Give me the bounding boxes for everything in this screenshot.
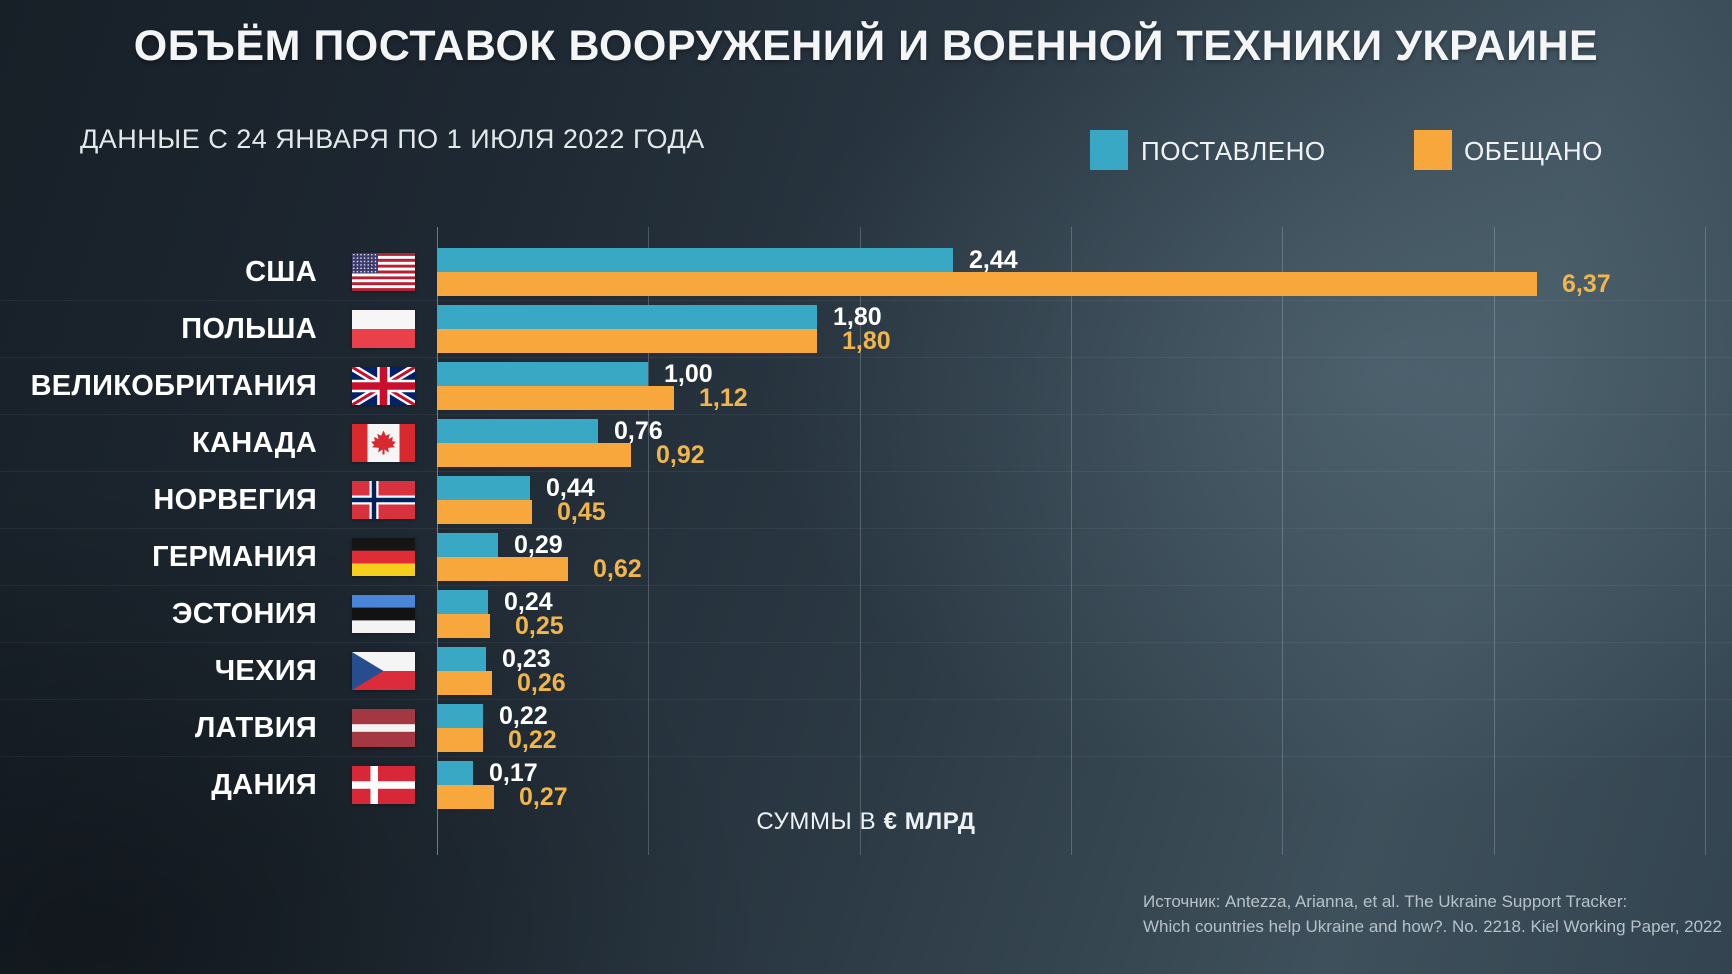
delivered-bar (437, 476, 530, 500)
delivered-bar (437, 248, 953, 272)
row-separator (0, 642, 1732, 643)
delivered-bar (437, 362, 648, 386)
delivered-value-label: 2,44 (969, 246, 1018, 274)
promised-value-label: 1,80 (842, 327, 891, 355)
delivered-value-label: 1,80 (833, 303, 882, 331)
promised-value-label: 0,27 (519, 783, 568, 811)
source-line-2: Which countries help Ukraine and how?. N… (1143, 917, 1722, 936)
promised-bar (437, 671, 492, 695)
flag-germany-icon (352, 538, 415, 576)
promised-value-label: 0,22 (508, 726, 557, 754)
delivered-value-label: 0,44 (546, 474, 595, 502)
flag-usa-icon (352, 253, 415, 291)
promised-bar (437, 614, 490, 638)
country-label: США (245, 256, 317, 288)
flag-estonia-icon (352, 595, 415, 633)
country-label: КАНАДА (191, 427, 317, 459)
row-separator (0, 300, 1732, 301)
delivered-bar (437, 305, 817, 329)
promised-value-label: 0,62 (593, 555, 642, 583)
delivered-bar (437, 590, 488, 614)
flag-poland-icon (352, 310, 415, 348)
country-label: ПОЛЬША (181, 313, 317, 345)
delivered-value-label: 0,23 (502, 645, 551, 673)
units-prefix: СУММЫ В (756, 808, 877, 835)
promised-bar (437, 386, 674, 410)
country-label: ДАНИЯ (211, 769, 317, 801)
delivered-value-label: 0,24 (504, 588, 553, 616)
source-citation: Источник: Antezza, Arianna, et al. The U… (1143, 889, 1722, 939)
delivered-value-label: 1,00 (664, 360, 713, 388)
promised-value-label: 1,12 (699, 384, 748, 412)
country-label: НОРВЕГИЯ (153, 484, 317, 516)
promised-bar (437, 785, 494, 809)
delivered-bar (437, 533, 498, 557)
gridline (648, 227, 649, 855)
row-separator (0, 756, 1732, 757)
country-label: ЧЕХИЯ (214, 655, 317, 687)
delivered-bar (437, 704, 483, 728)
flag-uk-icon (352, 367, 415, 405)
row-separator (0, 528, 1732, 529)
promised-value-label: 0,92 (656, 441, 705, 469)
delivered-value-label: 0,29 (514, 531, 563, 559)
flag-norway-icon (352, 481, 415, 519)
subtitle-date-range: ДАННЫЕ С 24 ЯНВАРЯ ПО 1 ИЮЛЯ 2022 ГОДА (80, 124, 705, 154)
promised-legend-swatch-icon (1414, 130, 1452, 170)
page-title: ОБЪЁМ ПОСТАВОК ВООРУЖЕНИЙ И ВОЕННОЙ ТЕХН… (133, 22, 1599, 70)
delivered-legend-swatch-icon (1090, 130, 1128, 170)
delivered-value-label: 0,76 (614, 417, 663, 445)
row-separator (0, 414, 1732, 415)
promised-bar (437, 557, 568, 581)
promised-bar (437, 728, 483, 752)
units-currency: € МЛРД (883, 808, 976, 835)
row-separator (0, 699, 1732, 700)
delivered-bar (437, 647, 486, 671)
source-line-1: Источник: Antezza, Arianna, et al. The U… (1143, 892, 1628, 911)
country-label: ЭСТОНИЯ (171, 598, 317, 630)
promised-value-label: 0,26 (517, 669, 566, 697)
promised-legend-label: ОБЕЩАНО (1464, 136, 1603, 166)
flag-denmark-icon (352, 766, 415, 804)
promised-bar (437, 329, 817, 353)
delivered-bar (437, 761, 473, 785)
country-label: ВЕЛИКОБРИТАНИЯ (30, 370, 317, 402)
promised-bar (437, 272, 1537, 296)
country-label: ЛАТВИЯ (195, 712, 317, 744)
gridline (1494, 227, 1495, 855)
flag-czechia-icon (352, 652, 415, 690)
gridline (1071, 227, 1072, 855)
gridline (1282, 227, 1283, 855)
promised-value-label: 0,25 (515, 612, 564, 640)
flag-canada-icon (352, 424, 415, 462)
gridline (860, 227, 861, 855)
delivered-value-label: 0,17 (489, 759, 538, 787)
units-note: СУММЫ В € МЛРД (0, 808, 1732, 836)
promised-value-label: 6,37 (1562, 270, 1611, 298)
country-label: ГЕРМАНИЯ (152, 541, 317, 573)
flag-latvia-icon (352, 709, 415, 747)
gridline (1705, 227, 1706, 855)
promised-bar (437, 443, 631, 467)
promised-bar (437, 500, 532, 524)
row-separator (0, 471, 1732, 472)
promised-value-label: 0,45 (557, 498, 606, 526)
delivered-bar (437, 419, 598, 443)
delivered-legend-label: ПОСТАВЛЕНО (1141, 136, 1326, 166)
row-separator (0, 585, 1732, 586)
row-separator (0, 357, 1732, 358)
delivered-value-label: 0,22 (499, 702, 548, 730)
